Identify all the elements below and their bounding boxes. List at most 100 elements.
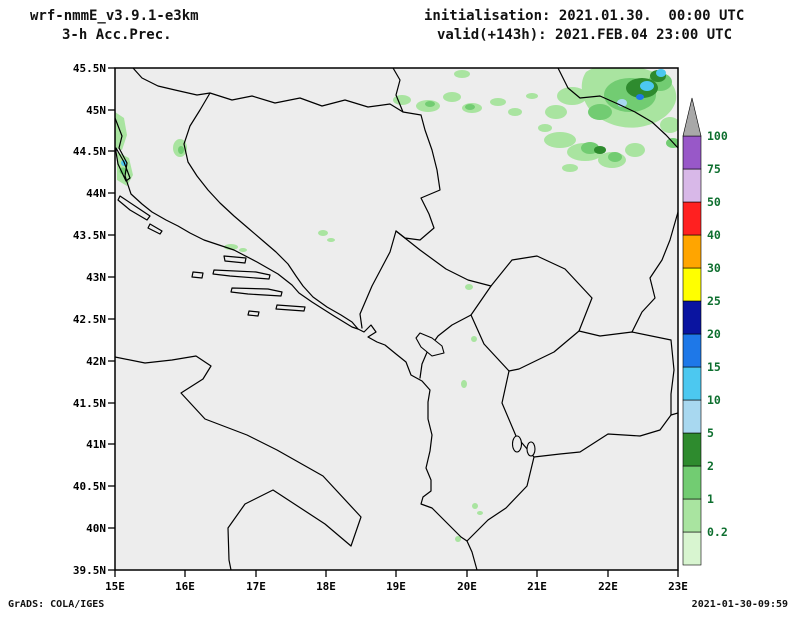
- legend-swatch: [682, 432, 702, 467]
- legend-label: 25: [707, 294, 721, 308]
- x-tick-label: 19E: [386, 580, 406, 593]
- y-tick-label: 43N: [86, 271, 106, 284]
- precip-blob: [660, 117, 678, 133]
- border-montenegro-west: [359, 230, 397, 329]
- legend-swatch: [682, 234, 702, 269]
- legend-swatch: [682, 300, 702, 335]
- precip-blob: [443, 92, 461, 102]
- legend-swatch: [682, 168, 702, 203]
- precip-blob: [465, 104, 475, 110]
- x-axis: 15E 16E 17E 18E 19E 20E 21E 22E 23E: [105, 570, 688, 593]
- precip-blob: [545, 105, 567, 119]
- legend-swatch: [682, 135, 702, 170]
- y-tick-label: 45N: [86, 104, 106, 117]
- lake-skadar: [415, 332, 445, 357]
- legend-label: 75: [707, 162, 721, 176]
- precip-blob: [640, 81, 654, 91]
- legend-label: 15: [707, 360, 721, 374]
- legend-label: 0.2: [707, 525, 728, 539]
- island-brac: [223, 255, 247, 264]
- grads-credit: GrADS: COLA/IGES: [8, 599, 105, 610]
- legend-swatch: [682, 465, 702, 500]
- precip-blob: [594, 146, 606, 154]
- precip-blob: [178, 146, 184, 154]
- legend-label: 1: [707, 492, 714, 506]
- colorbar: 0.2 1 2 5 10 15 20 25 30 40 50 75 100: [682, 97, 728, 566]
- coastline-italy: [115, 355, 362, 570]
- legend-label: 40: [707, 228, 721, 242]
- precip-blob: [465, 284, 473, 290]
- border-croatia-bosnia-north-drina: [132, 68, 441, 241]
- border-croatia-bosnia-west: [183, 92, 359, 330]
- precip-blob: [588, 104, 612, 120]
- legend-label: 10: [707, 393, 721, 407]
- island-mljet: [275, 304, 306, 312]
- border-croatia-serbia: [392, 68, 404, 113]
- island-lastovo: [247, 310, 260, 317]
- coastline-adriatic-east: [115, 117, 478, 570]
- product-title: 3-h Acc.Prec.: [62, 27, 172, 43]
- border-serbia-romania: [557, 68, 678, 149]
- precip-blob: [562, 164, 578, 172]
- border-serbia-bulgaria: [631, 211, 678, 333]
- legend-label: 50: [707, 195, 721, 209]
- legend-swatch: [682, 333, 702, 368]
- y-tick-label: 43.5N: [73, 229, 106, 242]
- precip-blob: [538, 124, 552, 132]
- y-tick-label: 44.5N: [73, 145, 106, 158]
- border-montenegro-serbia: [395, 230, 492, 287]
- precip-blob: [477, 511, 483, 515]
- x-tick-label: 15E: [105, 580, 125, 593]
- legend-swatch: [682, 201, 702, 236]
- legend-swatch: [682, 531, 702, 566]
- x-tick-label: 20E: [457, 580, 477, 593]
- border-albania-east: [466, 370, 535, 542]
- y-axis: 45.5N 45N 44.5N 44N 43.5N 43N 42.5N 42N …: [73, 62, 115, 577]
- precip-blob: [119, 167, 127, 175]
- precip-blob: [115, 112, 127, 150]
- precip-blob: [461, 380, 467, 388]
- precip-blob: [393, 95, 411, 105]
- precip-blob: [327, 238, 335, 242]
- lake-prespa: [526, 441, 536, 457]
- lake-ohrid: [511, 435, 523, 453]
- y-tick-label: 41N: [86, 438, 106, 451]
- y-tick-label: 40N: [86, 522, 106, 535]
- legend-swatch: [682, 498, 702, 533]
- y-tick-label: 40.5N: [73, 480, 106, 493]
- y-tick-label: 44N: [86, 187, 106, 200]
- legend-label: 20: [707, 327, 721, 341]
- x-tick-label: 17E: [246, 580, 266, 593]
- legend-swatch: [682, 399, 702, 434]
- legend-label: 100: [707, 129, 728, 143]
- precip-blob: [544, 132, 576, 148]
- precip-blob: [239, 248, 247, 252]
- legend-label: 2: [707, 459, 714, 473]
- init-time-label: initialisation: 2021.01.30. 00:00 UTC: [424, 8, 745, 24]
- precip-blob: [471, 336, 477, 342]
- precip-blob: [454, 70, 470, 78]
- precip-blob: [472, 503, 478, 509]
- precip-blob: [557, 87, 587, 105]
- creation-timestamp: 2021-01-30-09:59: [691, 599, 788, 610]
- border-greece-bulgaria: [670, 412, 678, 416]
- precip-blob: [490, 98, 506, 106]
- map-lines: [115, 68, 678, 570]
- precip-blob: [625, 143, 645, 157]
- y-tick-label: 45.5N: [73, 62, 106, 75]
- precip-blob: [636, 94, 644, 100]
- legend-swatch-overflow: [682, 97, 702, 137]
- model-title: wrf-nmmE_v3.9.1-e3km: [30, 8, 199, 24]
- precip-blob: [224, 244, 238, 250]
- precip-blob: [318, 230, 328, 236]
- border-kosovo: [470, 255, 593, 372]
- legend-swatch: [682, 267, 702, 302]
- precip-blob: [656, 69, 666, 77]
- valid-time-label: valid(+143h): 2021.FEB.04 23:00 UTC: [437, 27, 733, 43]
- precip-blob: [526, 93, 538, 99]
- precip-blob: [508, 108, 522, 116]
- precip-blob: [608, 152, 622, 162]
- legend-swatch: [682, 366, 702, 401]
